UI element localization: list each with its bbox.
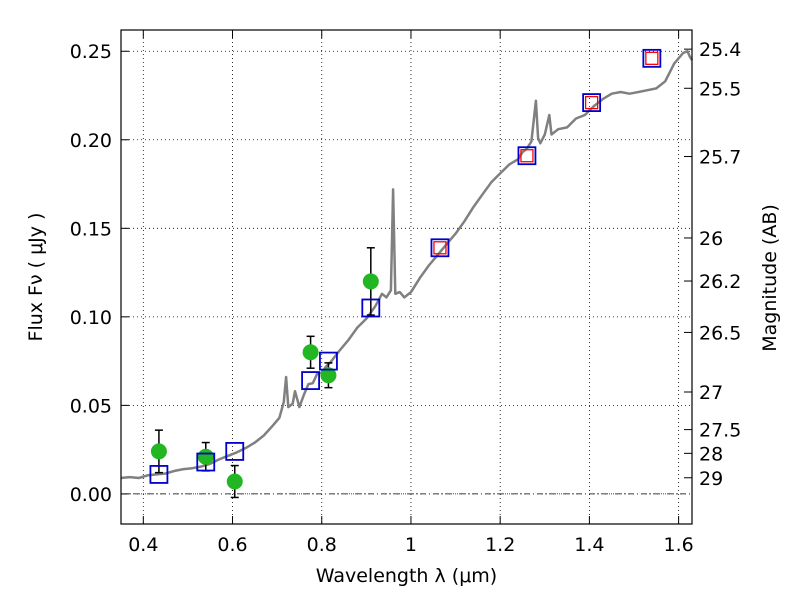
model-photometry-point [430, 238, 450, 258]
magnitude-tick-label: 28 [699, 443, 723, 465]
magnitude-tick-label: 26 [699, 228, 723, 250]
y-tick-label: 0.20 [70, 130, 112, 152]
plot-frame [120, 29, 693, 525]
model-photometry-point [225, 442, 245, 461]
model-photometry-point [361, 298, 381, 318]
magnitude-tick-label: 29 [699, 468, 723, 490]
model-photometry-point [582, 93, 602, 112]
model-photometry-point [642, 48, 662, 68]
x-axis-label: Wavelength λ (μm) [316, 565, 497, 587]
observed-point [226, 473, 243, 490]
model-photometry-point [319, 351, 338, 371]
x-tick-label: 0.4 [128, 534, 158, 556]
model-photometry-point [301, 371, 320, 390]
y-tick-label: 0.00 [70, 484, 112, 506]
model-photometry-point [196, 452, 216, 472]
observed-point [197, 448, 214, 465]
observed-point [302, 344, 319, 361]
red-marker [645, 51, 659, 65]
error-bars [154, 247, 375, 499]
model-photometry-point [149, 465, 169, 484]
y-tick-label: 0.10 [70, 307, 112, 329]
x-tick-label: 1.2 [485, 534, 515, 556]
red-marker [433, 241, 447, 255]
model-spectrum [120, 49, 694, 480]
x-tick-label: 0.6 [217, 534, 247, 556]
observed-points [150, 273, 379, 490]
x-tick-label: 0.8 [307, 534, 337, 556]
magnitude-tick-label: 26.5 [699, 322, 741, 344]
y-tick-label: 0.25 [70, 41, 112, 63]
magnitude-tick-label: 26.2 [699, 271, 741, 293]
magnitude-tick-label: 27 [699, 382, 723, 404]
spectrum-line [120, 49, 694, 480]
x-tick-label: 1.6 [664, 534, 694, 556]
model-photometry-markers [149, 48, 662, 484]
red-marker [584, 95, 599, 110]
observed-point [362, 273, 379, 290]
y-axis-label: Flux Fν ( μJy ) [25, 213, 47, 342]
magnitude-axis-label: Magnitude (AB) [759, 204, 781, 352]
magnitude-tick-label: 25.7 [699, 147, 741, 169]
magnitude-tick-label: 27.5 [699, 420, 741, 442]
y-tick-label: 0.15 [70, 218, 112, 240]
model-photometry-point [517, 146, 537, 166]
x-tick-label: 1.4 [574, 534, 604, 556]
magnitude-tick-label: 25.5 [699, 78, 741, 100]
magnitude-tick-label: 25.4 [699, 39, 741, 61]
x-tick-label: 1 [405, 534, 417, 556]
red-marker [520, 149, 534, 163]
y-tick-label: 0.05 [70, 395, 112, 417]
observed-point [320, 367, 337, 384]
red-markers [433, 51, 659, 255]
axis-ticks: 0.4 0.6 0.8 1 1.2 1.4 1.6 0.00 0.05 0.10 0.15 0.20 0… [70, 30, 741, 556]
observed-point [150, 443, 167, 460]
